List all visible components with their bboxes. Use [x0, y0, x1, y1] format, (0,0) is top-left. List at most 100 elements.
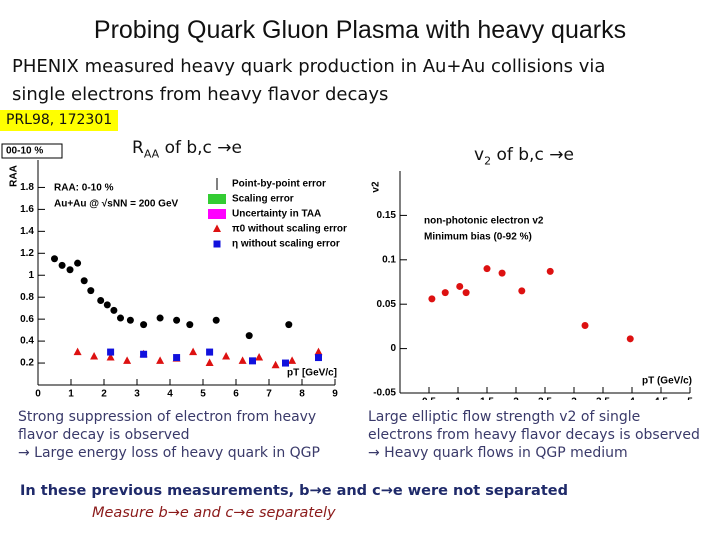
- y-tick-label: 1.4: [20, 226, 34, 237]
- y-tick-label: 0.4: [20, 336, 34, 347]
- data-point: [285, 321, 293, 329]
- caption-line: Strong suppression of electron from heav…: [18, 409, 317, 425]
- data-point: [123, 356, 132, 364]
- data-point: [212, 316, 220, 324]
- y-tick-label: 0.6: [20, 314, 34, 325]
- legend-swatch: [208, 209, 226, 219]
- data-point: [238, 356, 247, 364]
- legend-swatch: [208, 194, 226, 204]
- data-point: [315, 354, 322, 362]
- y-tick-label: 1: [28, 270, 34, 281]
- left-heading: RAA of b,c →e: [132, 138, 242, 160]
- x-tick-label: 3: [571, 397, 577, 400]
- legend-title: Au+Au @ √sNN = 200 GeV: [54, 199, 179, 210]
- data-point: [106, 353, 115, 361]
- summary: In these previous measurements, b→e and …: [20, 483, 568, 499]
- data-point: [107, 348, 115, 356]
- data-point: [80, 277, 88, 285]
- data-point: [126, 316, 134, 324]
- heading-main: v: [474, 145, 485, 165]
- data-point: [314, 347, 323, 356]
- x-tick-label: 1: [68, 389, 74, 400]
- data-point: [288, 356, 297, 364]
- caption-line: Large elliptic flow strength v2 of singl…: [368, 409, 641, 425]
- legend-label: η without scaling error: [232, 239, 340, 250]
- x-tick-label: 9: [332, 389, 338, 400]
- y-tick-label: 0.15: [377, 210, 397, 221]
- data-point: [189, 347, 198, 356]
- data-point: [66, 266, 74, 274]
- x-tick-label: 1.5: [480, 397, 494, 400]
- y-axis-label: RAA: [9, 165, 20, 187]
- data-point: [498, 269, 506, 277]
- y-axis-label: v2: [371, 181, 382, 193]
- data-point: [74, 259, 82, 267]
- heading-sub: 2: [484, 154, 492, 168]
- data-point: [156, 314, 164, 322]
- data-point: [546, 267, 554, 275]
- data-point: [103, 301, 111, 309]
- legend-marker: [213, 240, 221, 248]
- legend-title: RAA: 0-10 %: [54, 183, 114, 194]
- legend-label: Scaling error: [232, 194, 294, 205]
- intro-line: PHENIX measured heavy quark production i…: [12, 56, 606, 77]
- data-point: [255, 353, 264, 361]
- data-point: [156, 356, 165, 364]
- data-point: [73, 347, 82, 356]
- data-point: [245, 332, 253, 340]
- data-point: [140, 350, 148, 358]
- x-tick-label: 4: [629, 397, 635, 400]
- x-tick-label: 0: [35, 389, 41, 400]
- data-point: [282, 359, 289, 367]
- y-tick-label: 0.05: [377, 299, 397, 310]
- data-point: [51, 255, 58, 263]
- data-point: [90, 351, 99, 360]
- x-tick-label: 3.5: [596, 397, 610, 400]
- x-tick-label: 7: [266, 389, 272, 400]
- data-point: [110, 306, 118, 314]
- data-point: [117, 314, 124, 322]
- data-point: [249, 357, 256, 365]
- slide-title: Probing Quark Gluon Plasma with heavy qu…: [93, 16, 627, 44]
- reference: PRL98, 172301: [0, 110, 119, 131]
- data-point: [441, 289, 449, 297]
- y-tick-label: 0.1: [382, 254, 396, 265]
- legend-title: Minimum bias (0-92 %): [424, 232, 532, 243]
- y-tick-label: -0.05: [373, 388, 396, 399]
- y-tick-label: 1.8: [20, 182, 34, 193]
- left-caption: Strong suppression of electron from heav…: [18, 408, 320, 462]
- data-point: [626, 335, 634, 343]
- x-tick-label: 1: [455, 397, 461, 400]
- data-point: [206, 348, 214, 356]
- data-point: [173, 316, 181, 324]
- x-tick-label: 8: [299, 389, 305, 400]
- caption-line: electrons from heavy flavor decays is ob…: [368, 427, 700, 443]
- data-point: [456, 282, 464, 290]
- x-tick-label: 2: [513, 397, 519, 400]
- heading-rest: of b,c →e: [159, 138, 243, 158]
- caption-line: → Heavy quark flows in QGP medium: [368, 445, 628, 461]
- legend-label: Point-by-point error: [232, 179, 326, 190]
- right-heading: v2 of b,c →e: [474, 145, 574, 167]
- data-point: [205, 358, 214, 367]
- heading-rest: of b,c →e: [491, 145, 574, 165]
- data-point: [581, 322, 589, 330]
- y-tick-label: 1.2: [20, 248, 34, 259]
- data-point: [140, 321, 148, 329]
- data-point: [518, 287, 526, 295]
- right-caption: Large elliptic flow strength v2 of singl…: [368, 408, 700, 462]
- corner-box: [1, 143, 63, 159]
- data-point: [271, 360, 280, 369]
- data-point: [97, 296, 105, 304]
- data-point: [186, 321, 194, 329]
- legend-marker: [213, 224, 221, 232]
- x-tick-label: 0.5: [422, 397, 436, 400]
- data-point: [173, 354, 181, 362]
- y-tick-label: 0.8: [20, 292, 34, 303]
- x-tick-label: 2.5: [538, 397, 552, 400]
- caption-line: → Large energy loss of heavy quark in QG…: [18, 445, 320, 461]
- heading-main: R: [132, 138, 144, 158]
- x-tick-label: 3: [134, 389, 140, 400]
